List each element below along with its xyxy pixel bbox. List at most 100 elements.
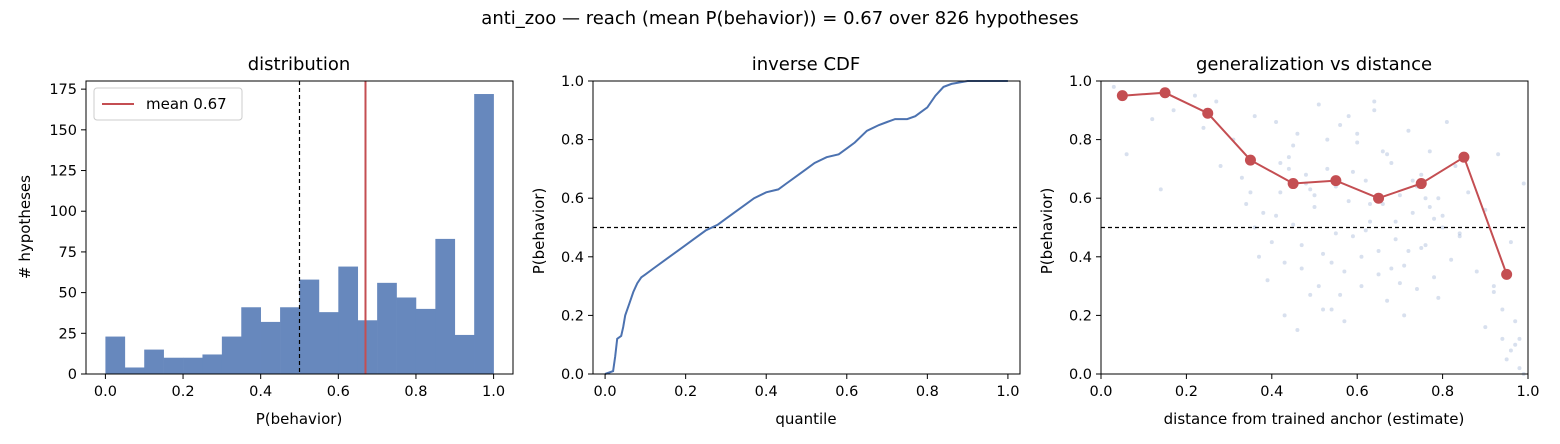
histogram-bar bbox=[144, 349, 164, 374]
scatter-point bbox=[1436, 295, 1441, 300]
histogram-bar bbox=[221, 336, 242, 374]
histogram-bar bbox=[241, 307, 261, 374]
scatter-point bbox=[1286, 155, 1291, 160]
scatter-point bbox=[1274, 213, 1279, 218]
scatter-point bbox=[1316, 284, 1321, 289]
scatter-point bbox=[1397, 281, 1402, 286]
scatter-point bbox=[1385, 152, 1390, 157]
scatter-point bbox=[1402, 263, 1407, 268]
scatter-point bbox=[1432, 275, 1437, 280]
scatter-point bbox=[1500, 336, 1505, 341]
scatter-point bbox=[1513, 319, 1518, 324]
y-axis-label: # hypotheses bbox=[16, 175, 34, 279]
scatter-point bbox=[1517, 336, 1522, 341]
scatter-point bbox=[1286, 166, 1291, 171]
histogram-bar bbox=[435, 238, 456, 374]
scatter-point bbox=[1414, 287, 1419, 292]
legend-label-mean: mean 0.67 bbox=[146, 95, 227, 113]
x-ticks: 0.0 0.2 0.4 0.6 0.8 1.0 bbox=[94, 374, 505, 400]
scatter-point bbox=[1423, 243, 1428, 248]
scatter-point bbox=[1432, 216, 1437, 221]
scatter-point bbox=[1346, 114, 1351, 119]
scatter-point bbox=[1449, 257, 1454, 262]
panel-title-inverse-cdf: inverse CDF bbox=[752, 54, 861, 75]
x-tick-label: 0.6 bbox=[1346, 384, 1369, 400]
x-tick-label: 1.0 bbox=[996, 384, 1019, 400]
y-tick-label: 25 bbox=[59, 326, 77, 342]
scatter-point bbox=[1111, 84, 1116, 89]
x-tick-label: 0.0 bbox=[94, 384, 117, 400]
scatter-point bbox=[1521, 181, 1526, 186]
y-ticks: 0.0 0.2 0.4 0.6 0.8 1.0 bbox=[1069, 74, 1101, 383]
scatter-point bbox=[1372, 108, 1377, 113]
y-tick-label: 0.8 bbox=[1069, 133, 1092, 149]
figure-title: anti_zoo — reach (mean P(behavior)) = 0.… bbox=[481, 8, 1078, 29]
scatter-point bbox=[1124, 152, 1129, 157]
scatter-point bbox=[1256, 254, 1261, 259]
histogram-bar bbox=[260, 321, 281, 374]
scatter-point bbox=[1427, 204, 1432, 209]
scatter-point bbox=[1423, 196, 1428, 201]
scatter-point bbox=[1308, 292, 1313, 297]
x-tick-label: 1.0 bbox=[1516, 384, 1539, 400]
x-axis-label: quantile bbox=[775, 410, 836, 428]
scatter-point bbox=[1291, 143, 1296, 148]
bin-mean-marker bbox=[1202, 107, 1214, 119]
x-axis-label: distance from trained anchor (estimate) bbox=[1164, 410, 1465, 428]
scatter-point bbox=[1248, 190, 1253, 195]
scatter-point bbox=[1333, 231, 1338, 236]
histogram-bar bbox=[299, 279, 320, 374]
reference-lines bbox=[298, 81, 367, 374]
scatter-point bbox=[1376, 248, 1381, 253]
scatter-point bbox=[1278, 161, 1283, 166]
scatter-point bbox=[1329, 260, 1334, 265]
scatter-point bbox=[1380, 149, 1385, 154]
scatter-point bbox=[1239, 175, 1244, 180]
panel-inverse-cdf: inverse CDF 0.0 0.2 0.4 0.6 0.8 1.0 0.0 0.2 0.4… bbox=[530, 54, 1021, 428]
scatter-point bbox=[1299, 243, 1304, 248]
scatter-point bbox=[1491, 289, 1496, 294]
x-tick-label: 0.4 bbox=[755, 384, 778, 400]
scatter-point bbox=[1291, 222, 1296, 227]
scatter-point bbox=[1457, 234, 1462, 239]
scatter-point bbox=[1406, 128, 1411, 133]
y-axis-label: P(behavior) bbox=[1038, 188, 1056, 275]
axes-frame bbox=[592, 80, 1021, 375]
scatter-point bbox=[1312, 204, 1317, 209]
y-tick-label: 0.0 bbox=[1069, 367, 1092, 383]
scatter-point bbox=[1517, 366, 1522, 371]
scatter-point bbox=[1261, 210, 1266, 215]
scatter-point bbox=[1201, 125, 1206, 130]
bin-mean-marker bbox=[1287, 178, 1299, 190]
scatter-point bbox=[1342, 319, 1347, 324]
x-tick-label: 0.0 bbox=[1089, 384, 1112, 400]
scatter-point bbox=[1325, 137, 1330, 142]
scatter-point bbox=[1214, 99, 1219, 104]
scatter-point bbox=[1397, 193, 1402, 198]
scatter-point bbox=[1299, 266, 1304, 271]
histogram-bar bbox=[183, 357, 203, 374]
scatter-point bbox=[1496, 152, 1501, 157]
scatter-point bbox=[1376, 272, 1381, 277]
scatter-point bbox=[1355, 140, 1360, 145]
scatter-point bbox=[1474, 269, 1479, 274]
scatter-point bbox=[1393, 237, 1398, 242]
histogram-bar bbox=[454, 334, 475, 374]
scatter-point bbox=[1346, 199, 1351, 204]
bin-mean-marker bbox=[1501, 268, 1513, 280]
bin-mean-marker bbox=[1373, 192, 1385, 204]
x-tick-label: 0.2 bbox=[172, 384, 195, 400]
panel-distribution: distribution 0.0 0.2 0.4 0.6 0.8 1.0 0 25 50 75 1… bbox=[16, 54, 514, 428]
scatter-point bbox=[1363, 178, 1368, 183]
y-ticks: 0 25 50 75 100 125 150 175 bbox=[49, 82, 86, 383]
inverse-cdf-line bbox=[604, 80, 1008, 375]
scatter-point bbox=[1500, 307, 1505, 312]
scatter-point bbox=[1308, 187, 1313, 192]
scatter-point bbox=[1372, 99, 1377, 104]
histogram-bar bbox=[338, 266, 359, 374]
scatter-point bbox=[1513, 342, 1518, 347]
scatter-point bbox=[1483, 325, 1488, 330]
x-tick-label: 0.2 bbox=[1175, 384, 1198, 400]
scatter-point bbox=[1244, 202, 1249, 207]
